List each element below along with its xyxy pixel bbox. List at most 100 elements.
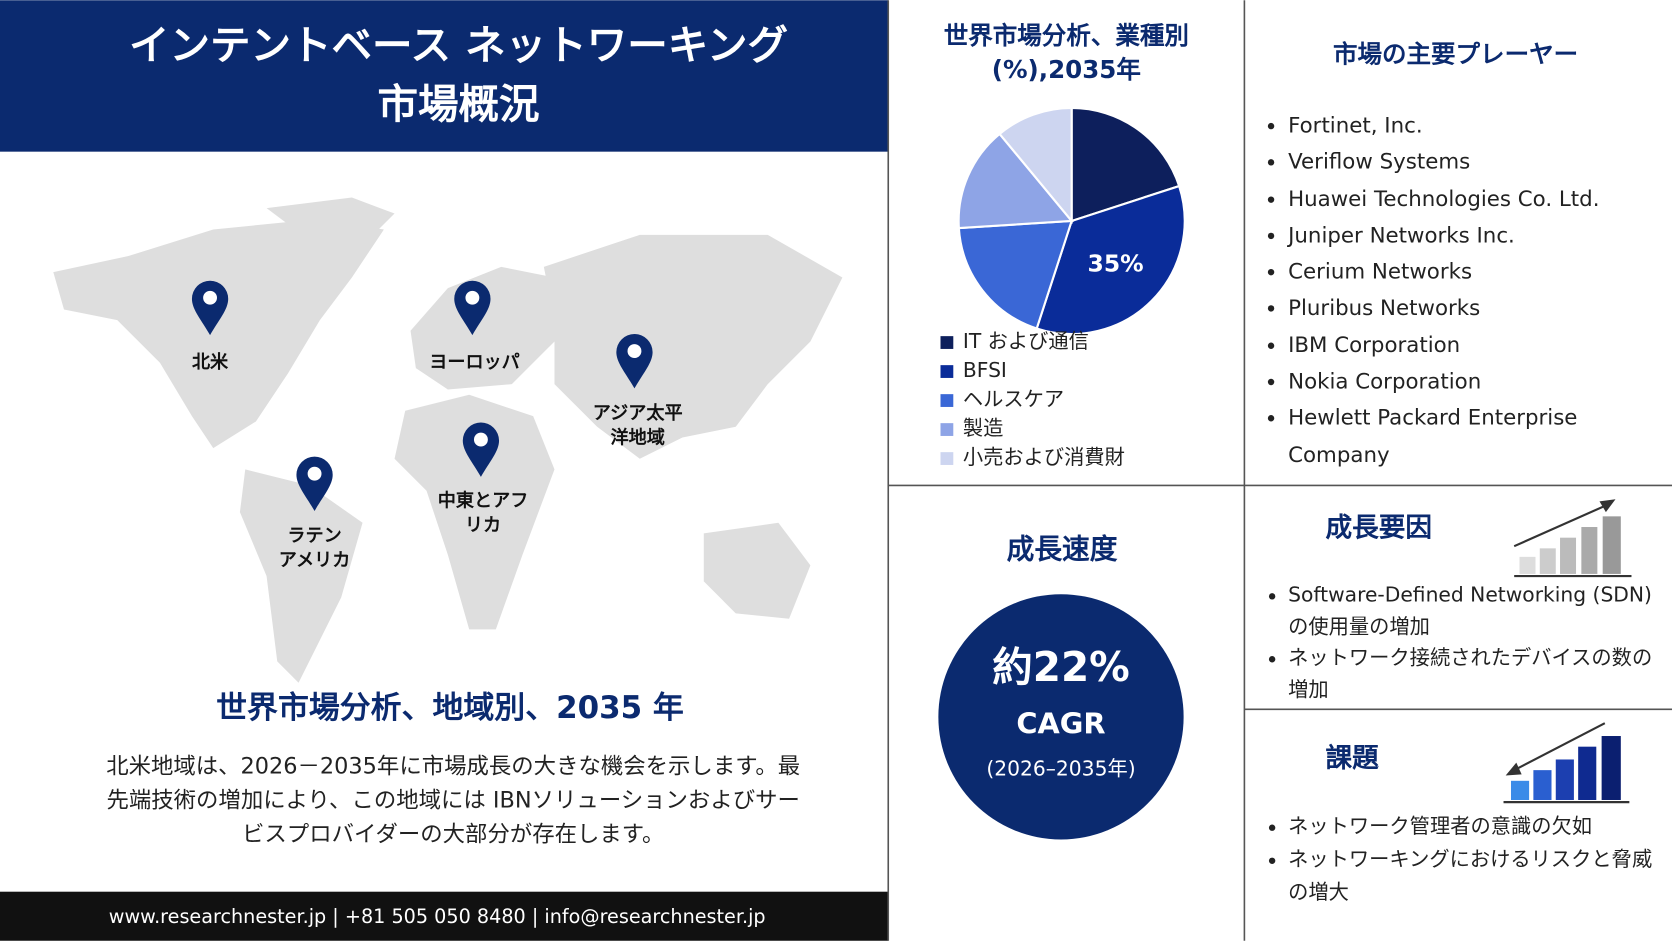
challenges-title: 課題: [1325, 743, 1379, 774]
icon-bar: [1539, 548, 1556, 574]
map-pin-dot: [465, 290, 480, 305]
cagr-period: (2026–2035年): [986, 757, 1135, 781]
pie-slice: [1035, 184, 1186, 336]
list-item: Cerium Networks: [1288, 253, 1663, 290]
europe: [410, 266, 555, 390]
growth-title: 成長速度: [1007, 532, 1118, 565]
pie-slice: [957, 132, 1074, 230]
icon-arrowhead: [1599, 499, 1616, 513]
region-label: リカ: [465, 515, 501, 536]
legend-label: 製造: [963, 416, 1004, 440]
map-pin: [616, 334, 653, 389]
map-pin-dot: [473, 432, 488, 447]
legend-swatch: [940, 365, 954, 378]
pie-value-label: 35%: [1088, 249, 1144, 277]
cagr-value: 約22%: [992, 643, 1130, 691]
icon-arrow: [1513, 722, 1606, 772]
map-pin: [191, 280, 229, 336]
australia: [703, 522, 811, 619]
description-box: 北米地域は、2026－2035年に市場成長の大きな機会を示します。最先端技術の増…: [106, 753, 801, 847]
legend-swatch: [940, 452, 954, 465]
cagr-metric: CAGR: [1016, 706, 1105, 740]
list-item: Nokia Corporation: [1288, 363, 1663, 400]
drivers-icon: [1513, 499, 1632, 578]
region-label: 洋地域: [610, 427, 664, 449]
drivers-title: 成長要因: [1325, 513, 1432, 544]
list-item: ネットワーク接続されたデバイスの数の増加: [1288, 643, 1653, 706]
footer: www.researchnester.jp | +81 505 050 8480…: [109, 905, 766, 928]
asia: [543, 234, 843, 459]
icon-bar: [1602, 516, 1621, 574]
challenges-box: ネットワーク管理者の意識の欠如ネットワーキングにおけるリスクと脅威の増大: [1258, 811, 1663, 928]
africa: [394, 394, 555, 630]
region-label: ヨーロッパ: [429, 352, 520, 373]
icon-bar: [1560, 537, 1577, 574]
dividers: [887, 0, 1672, 941]
south-america: [239, 469, 363, 683]
map-pin: [296, 456, 333, 512]
legend-label: IT および通信: [963, 329, 1089, 353]
icon-bar: [1581, 527, 1598, 574]
title-line: インテントベース ネットワーキング: [129, 21, 788, 69]
drivers-box: Software-Defined Networking (SDN) の使用量の増…: [1258, 580, 1653, 708]
list-item: Juniper Networks Inc.: [1288, 217, 1663, 254]
legend-label: ヘルスケア: [963, 387, 1064, 411]
region-label: 北米: [192, 351, 229, 373]
players-list: Fortinet, Inc.Veriflow SystemsHuawei Tec…: [1258, 107, 1663, 473]
players-list-wrap: Fortinet, Inc.Veriflow SystemsHuawei Tec…: [1258, 107, 1663, 473]
icon-arrowhead: [1505, 762, 1522, 776]
list-item: ネットワーク管理者の意識の欠如: [1288, 811, 1663, 844]
pie-slice: [957, 219, 1074, 330]
icon-bar: [1601, 736, 1621, 800]
challenges-icon: [1503, 722, 1630, 804]
map-pin-dot: [307, 466, 322, 481]
title-line: 市場概況: [377, 80, 539, 128]
legend-swatch: [940, 394, 954, 407]
world-map: [53, 197, 843, 683]
icon-bar: [1519, 556, 1536, 574]
list-item: Huawei Technologies Co. Ltd.: [1288, 180, 1663, 217]
map-pin: [462, 422, 500, 477]
legend-swatch: [940, 423, 954, 436]
map-pin-dot: [203, 290, 217, 305]
challenges-list: ネットワーク管理者の意識の欠如ネットワーキングにおけるリスクと脅威の増大: [1258, 811, 1663, 910]
list-item: Software-Defined Networking (SDN) の使用量の増…: [1288, 580, 1653, 643]
pie-slice: [1070, 106, 1181, 223]
map-description: 北米地域は、2026－2035年に市場成長の大きな機会を示します。最先端技術の増…: [106, 753, 801, 847]
legend-label: 小売および消費財: [963, 445, 1125, 469]
players-title: 市場の主要プレーヤー: [1333, 40, 1578, 69]
region-label: アメリカ: [279, 550, 351, 571]
region-label: アジア太平: [593, 402, 683, 424]
footer-band: [0, 891, 889, 941]
map-pin-dot: [627, 344, 642, 359]
players-box: Fortinet, Inc.Veriflow SystemsHuawei Tec…: [1258, 107, 1663, 480]
icon-bar: [1510, 780, 1530, 800]
region-label: 中東とアフ: [438, 489, 529, 511]
icon-bar: [1533, 770, 1552, 800]
legend-swatch: [940, 336, 954, 349]
icon-bar: [1578, 746, 1597, 800]
header-band: [0, 0, 889, 152]
pie-title-box: 世界市場分析、業種別(%),2035年: [943, 22, 1189, 85]
pie-slice: [998, 106, 1073, 224]
cagr-circle: [938, 594, 1184, 840]
drivers-list: Software-Defined Networking (SDN) の使用量の増…: [1258, 580, 1653, 706]
region-label: ラテン: [287, 526, 341, 547]
north-america: [53, 218, 384, 449]
list-item: Hewlett Packard Enterprise Company: [1288, 399, 1663, 472]
greenland: [266, 197, 395, 246]
list-item: IBM Corporation: [1288, 326, 1663, 363]
list-item: Pluribus Networks: [1288, 290, 1663, 327]
map-pin: [454, 280, 491, 336]
list-item: Veriflow Systems: [1288, 143, 1663, 180]
map-heading: 世界市場分析、地域別、2035 年: [216, 690, 684, 726]
list-item: Fortinet, Inc.: [1288, 107, 1663, 144]
legend-label: BFSI: [963, 358, 1007, 382]
pie-title: 世界市場分析、業種別(%),2035年: [943, 22, 1189, 85]
list-item: ネットワーキングにおけるリスクと脅威の増大: [1288, 844, 1663, 910]
icon-arrow: [1513, 502, 1611, 548]
drivers-list-wrap: Software-Defined Networking (SDN) の使用量の増…: [1258, 580, 1653, 706]
challenges-list-wrap: ネットワーク管理者の意識の欠如ネットワーキングにおけるリスクと脅威の増大: [1258, 811, 1663, 910]
